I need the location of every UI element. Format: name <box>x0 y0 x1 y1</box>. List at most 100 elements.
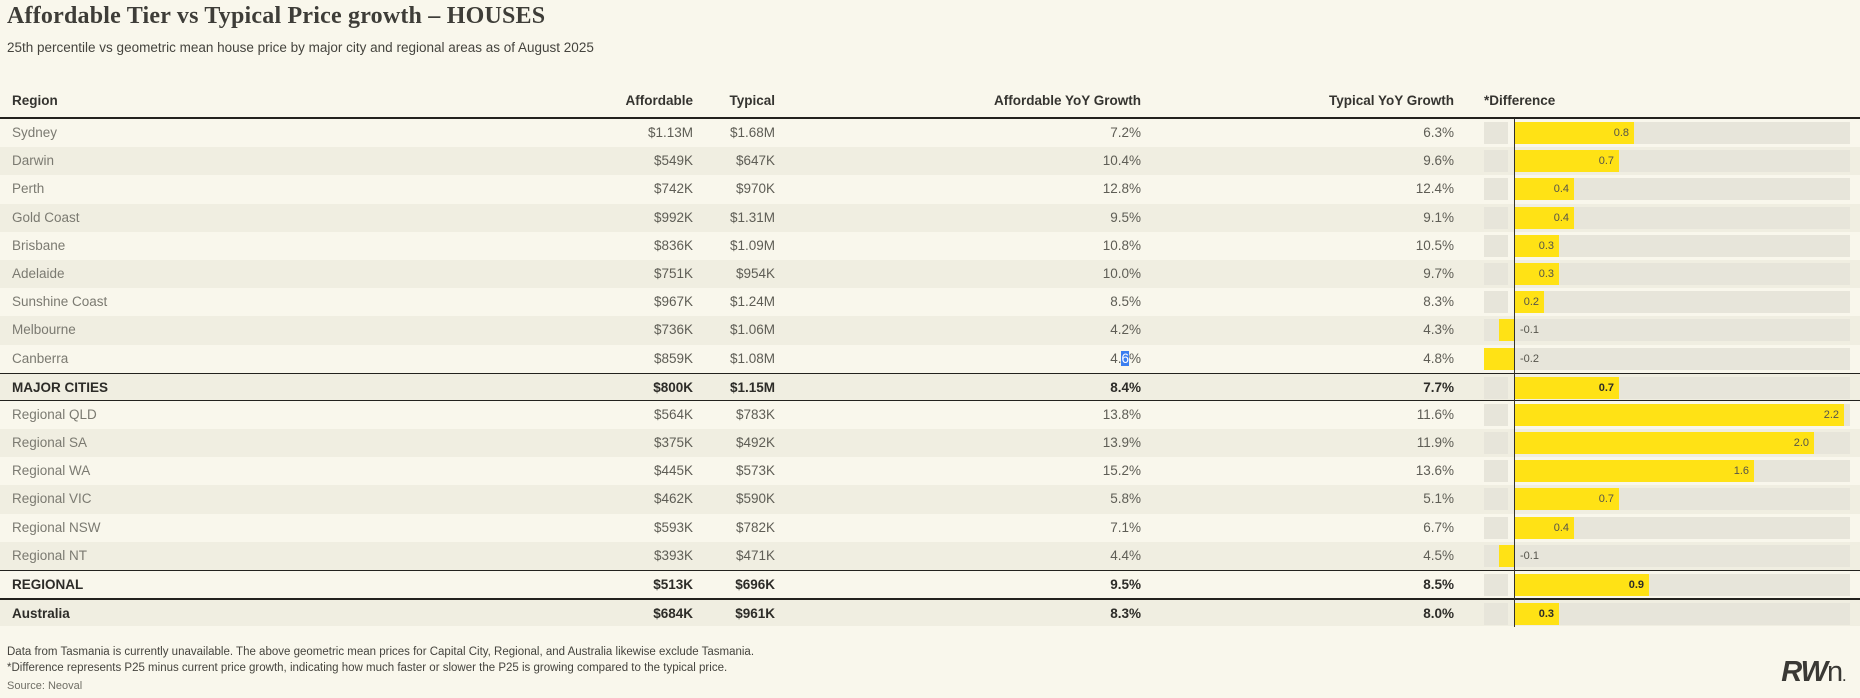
difference-negative-track <box>1484 150 1508 173</box>
difference-negative-label: -0.1 <box>1520 549 1539 562</box>
affordable-cell: $967K <box>653 294 693 310</box>
difference-cell: 0.7 <box>1484 485 1850 513</box>
region-cell: Brisbane <box>12 237 66 253</box>
difference-negative-track <box>1484 403 1508 426</box>
difference-positive-track <box>1514 234 1850 257</box>
table-row: Adelaide $751K $954K 10.0% 9.7% 0.3 <box>0 259 1860 289</box>
affordable-cell: $992K <box>653 209 693 225</box>
difference-bar: 0.7 <box>1514 488 1619 511</box>
footnote-tasmania: Data from Tasmania is currently unavaila… <box>7 646 755 658</box>
typical-yoy-cell: 8.5% <box>1423 577 1454 592</box>
typical-cell: $647K <box>735 153 775 169</box>
affordable-cell: $836K <box>653 237 693 253</box>
region-cell: MAJOR CITIES <box>12 379 109 395</box>
difference-cell: 0.9 <box>1484 571 1850 598</box>
table-header: Region Affordable Typical Affordable YoY… <box>0 84 1860 119</box>
region-cell: Sydney <box>12 125 58 140</box>
typical-yoy-cell: 9.7% <box>1423 265 1454 281</box>
difference-negative-track <box>1484 262 1508 285</box>
typical-yoy-cell: 4.5% <box>1423 547 1454 563</box>
difference-bar: 2.0 <box>1514 432 1814 455</box>
difference-bar: 0.4 <box>1514 516 1574 539</box>
affordable-yoy-cell: 4.2% <box>1110 322 1141 338</box>
difference-positive-track <box>1514 347 1850 370</box>
difference-cell: 0.3 <box>1484 260 1850 288</box>
table-row: Regional VIC $462K $590K 5.8% 5.1% 0.7 <box>0 485 1860 514</box>
table-row: Gold Coast $992K $1.31M 9.5% 9.1% 0.4 <box>0 203 1860 232</box>
affordable-yoy-cell: 5.8% <box>1110 491 1141 507</box>
rwn-logo: RWn. <box>1781 656 1846 689</box>
affordable-yoy-cell: 8.5% <box>1110 294 1141 310</box>
affordable-cell: $742K <box>653 181 693 197</box>
affordable-cell: $462K <box>653 491 693 507</box>
difference-cell: -0.1 <box>1484 316 1850 344</box>
affordable-yoy-cell: 8.3% <box>1110 606 1141 622</box>
difference-cell: 2.2 <box>1484 401 1850 429</box>
affordable-cell: $445K <box>653 463 693 479</box>
difference-negative-track <box>1484 460 1508 483</box>
typical-cell: $954K <box>735 265 775 281</box>
affordable-yoy-cell: 7.1% <box>1110 519 1141 535</box>
typical-cell: $590K <box>735 491 775 507</box>
region-cell: Regional SA <box>12 435 88 451</box>
region-cell: Melbourne <box>12 322 76 338</box>
difference-negative-track <box>1484 516 1508 539</box>
difference-bar: 0.2 <box>1514 291 1544 314</box>
typical-cell: $782K <box>735 519 775 535</box>
difference-bar: 0.7 <box>1514 376 1619 399</box>
logo-n: n <box>1827 656 1843 688</box>
affordable-yoy-cell: 15.2% <box>1102 463 1141 479</box>
difference-bar: 0.3 <box>1514 603 1559 626</box>
difference-cell: 0.4 <box>1484 204 1850 232</box>
difference-positive-track <box>1514 516 1850 539</box>
affordable-cell: $859K <box>653 350 693 366</box>
difference-cell: 0.4 <box>1484 514 1850 542</box>
table-row: Sunshine Coast $967K $1.24M 8.5% 8.3% 0.… <box>0 288 1860 316</box>
region-cell: REGIONAL <box>12 577 84 592</box>
difference-negative-track <box>1484 603 1508 626</box>
difference-positive-track <box>1514 262 1850 285</box>
typical-yoy-cell: 11.6% <box>1416 406 1454 422</box>
difference-cell: 0.2 <box>1484 288 1850 316</box>
typical-yoy-cell: 6.7% <box>1423 519 1454 535</box>
difference-zero-baseline <box>1514 119 1516 627</box>
difference-bar: 0.8 <box>1514 122 1634 144</box>
column-header-region: Region <box>12 93 58 108</box>
affordable-yoy-cell: 8.4% <box>1110 379 1141 395</box>
typical-yoy-cell: 7.7% <box>1423 379 1454 395</box>
table-row: Canberra $859K $1.08M 4.6% 4.8% -0.2 <box>0 345 1860 373</box>
typical-yoy-cell: 13.6% <box>1415 463 1454 479</box>
typical-cell: $1.24M <box>729 294 775 310</box>
region-cell: Darwin <box>12 153 55 169</box>
region-cell: Regional NT <box>12 547 88 563</box>
difference-cell: 0.4 <box>1484 175 1850 203</box>
difference-cell: -0.1 <box>1484 542 1850 570</box>
typical-yoy-cell: 4.8% <box>1423 350 1454 366</box>
difference-negative-track <box>1484 488 1508 511</box>
difference-positive-track <box>1514 544 1850 567</box>
difference-cell: 0.7 <box>1484 147 1850 175</box>
table-body: Sydney $1.13M $1.68M 7.2% 6.3% 0.8 Darwi… <box>0 119 1860 627</box>
typical-cell: $1.15M <box>729 379 775 395</box>
affordable-yoy-cell: 4.6% <box>1110 350 1141 366</box>
table-row: Darwin $549K $647K 10.4% 9.6% 0.7 <box>0 147 1860 176</box>
difference-negative-track <box>1484 234 1508 257</box>
logo-dot: . <box>1842 670 1846 684</box>
affordable-yoy-cell: 7.2% <box>1110 125 1141 140</box>
typical-cell: $1.68M <box>729 125 775 140</box>
difference-bar <box>1499 544 1514 567</box>
table-row: Regional NSW $593K $782K 7.1% 6.7% 0.4 <box>0 514 1860 542</box>
logo-rw: RW <box>1781 656 1828 688</box>
difference-positive-track <box>1514 319 1850 342</box>
affordable-cell: $375K <box>653 435 693 451</box>
page-subtitle: 25th percentile vs geometric mean house … <box>7 40 594 55</box>
difference-bar: 2.2 <box>1514 403 1844 426</box>
affordable-cell: $800K <box>653 379 693 395</box>
typical-yoy-cell: 5.1% <box>1423 491 1454 507</box>
affordable-cell: $593K <box>653 519 693 535</box>
difference-negative-track <box>1484 122 1508 144</box>
affordable-yoy-cell: 10.8% <box>1102 237 1141 253</box>
difference-negative-track <box>1484 376 1508 399</box>
difference-cell: 0.7 <box>1484 374 1850 400</box>
